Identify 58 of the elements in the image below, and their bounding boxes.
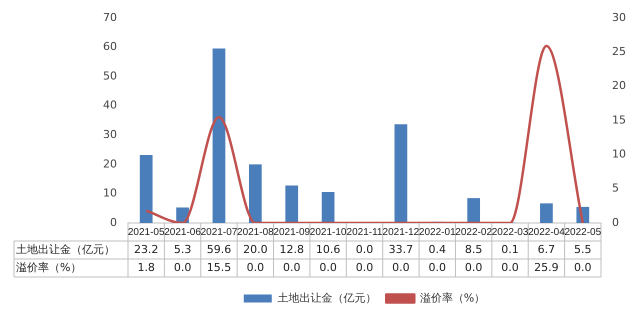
- data-label: 5.5: [574, 242, 592, 256]
- data-label: 59.6: [206, 242, 232, 256]
- x-tick-label: 2021-09: [273, 226, 311, 238]
- data-label: 6.7: [538, 242, 556, 256]
- data-label: 0.0: [501, 260, 519, 274]
- data-label: 5.3: [174, 242, 192, 256]
- data-label: 0.0: [356, 260, 374, 274]
- x-tick-label: 2022-02: [455, 226, 492, 238]
- x-tick-label: 2021-07: [200, 226, 238, 238]
- data-label: 0.0: [246, 260, 264, 274]
- data-label: 20.0: [243, 242, 268, 256]
- y2-tick-label: 0: [612, 216, 620, 229]
- x-tick-label: 2021-08: [236, 226, 274, 238]
- y-tick-label: 70: [102, 10, 117, 24]
- data-label: 33.7: [388, 242, 414, 256]
- data-label: 1.8: [137, 260, 155, 274]
- x-tick-label: 2022-01: [418, 226, 456, 238]
- data-label: 0.0: [392, 260, 410, 274]
- y-tick-label: 50: [102, 69, 117, 82]
- x-tick-label: 2021-10: [310, 226, 347, 238]
- data-label: 10.6: [316, 242, 340, 256]
- x-tick-label: 2022-03: [492, 226, 529, 238]
- y2-tick-label: 30: [612, 10, 626, 24]
- legend-label: 溢价率（%）: [420, 291, 486, 304]
- data-label: 0.0: [282, 260, 300, 274]
- data-label: 0.4: [428, 242, 446, 256]
- y-tick-label: 30: [102, 128, 117, 141]
- data-label: 8.5: [464, 242, 482, 256]
- y2-tick-label: 5: [612, 182, 620, 195]
- data-label: 0.1: [501, 242, 519, 256]
- y-tick-label: 60: [102, 40, 117, 54]
- data-label: 0.0: [319, 260, 337, 274]
- data-label: 15.5: [206, 260, 232, 274]
- data-label: 25.9: [534, 260, 559, 274]
- y2-tick-label: 10: [612, 148, 626, 161]
- data-label: 0.0: [174, 260, 192, 274]
- y2-tick-label: 20: [612, 79, 626, 92]
- y-tick-label: 10: [102, 186, 117, 200]
- y2-tick-label: 15: [612, 113, 626, 126]
- x-tick-label: 2021-12: [382, 226, 420, 238]
- data-label: 0.0: [356, 242, 374, 256]
- text: 溢价率（%）: [16, 260, 82, 274]
- data-label: 23.2: [134, 242, 158, 256]
- x-tick-label: 2022-05: [564, 226, 602, 238]
- text: 土地出让金（亿元）: [16, 242, 115, 256]
- y-tick-label: 40: [102, 98, 117, 112]
- x-tick-label: 2021-11: [346, 226, 383, 238]
- legend-label: 土地出让金（亿元）: [277, 291, 376, 304]
- x-tick-label: 2022-04: [528, 226, 566, 238]
- data-label: 0.0: [574, 260, 592, 274]
- y-tick-label: 0: [110, 216, 117, 229]
- data-label: 12.8: [279, 242, 304, 256]
- data-label: 0.0: [428, 260, 446, 274]
- y-tick-label: 20: [102, 157, 117, 170]
- x-tick-label: 2021-06: [164, 226, 202, 238]
- x-tick-label: 2021-05: [128, 226, 165, 238]
- data-label: 0.0: [464, 260, 482, 274]
- y2-tick-label: 25: [612, 45, 626, 58]
